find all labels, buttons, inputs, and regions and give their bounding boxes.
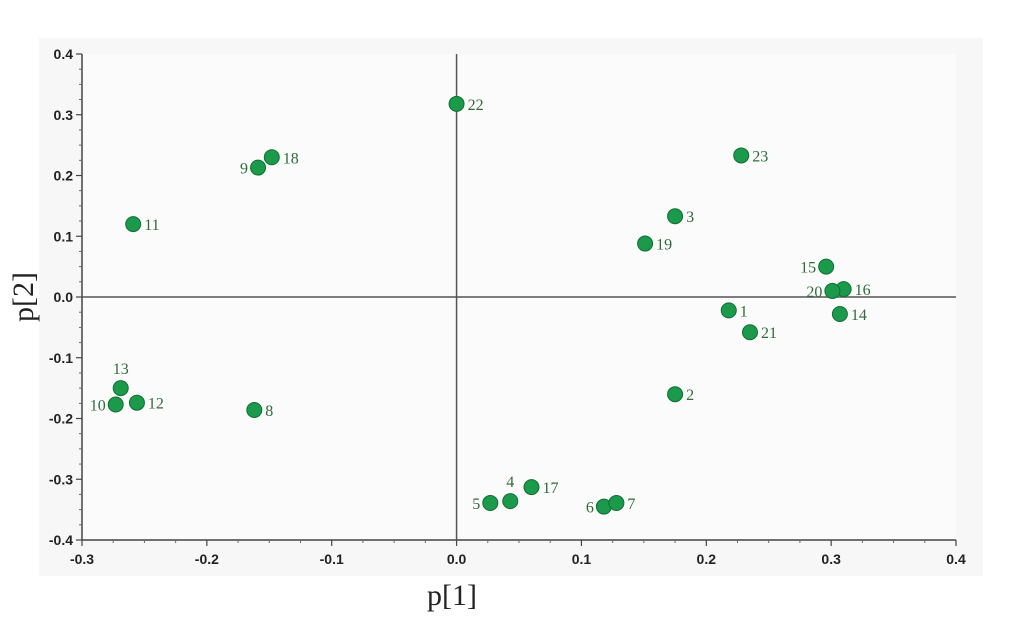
data-point xyxy=(831,306,848,323)
point-label: 20 xyxy=(806,284,822,301)
x-tick-label: -0.3 xyxy=(70,551,94,567)
data-point xyxy=(824,282,841,299)
x-tick-label: -0.1 xyxy=(320,551,344,567)
point-label: 15 xyxy=(800,260,816,277)
x-tick-label: -0.2 xyxy=(195,551,219,567)
data-point xyxy=(448,95,465,112)
point-label: 14 xyxy=(851,307,867,324)
data-point xyxy=(502,493,519,510)
point-label: 17 xyxy=(542,480,558,497)
data-point xyxy=(741,324,758,341)
y-tick-label: 0.2 xyxy=(54,168,74,184)
y-tick-label: -0.2 xyxy=(49,411,73,427)
data-point xyxy=(523,479,540,496)
point-label: 2 xyxy=(686,387,694,404)
y-tick-label: -0.1 xyxy=(49,350,73,366)
data-point xyxy=(482,494,499,511)
point-label: 16 xyxy=(855,282,871,299)
y-tick-label: 0.4 xyxy=(54,46,74,62)
data-point xyxy=(608,494,625,511)
y-tick-label: -0.4 xyxy=(49,532,73,548)
data-point xyxy=(720,302,737,319)
point-label: 12 xyxy=(148,396,164,413)
point-label: 11 xyxy=(144,217,159,234)
point-label: 7 xyxy=(627,496,635,513)
data-point xyxy=(263,149,280,166)
axes: -0.3 -0.2 -0.1 0.0 0.1 0.2 0.3 0.4 0.4 0.3 0.2 0.1 0… xyxy=(49,46,966,567)
x-tick-label: 0.1 xyxy=(572,551,592,567)
y-tick-label: 0.0 xyxy=(54,289,74,305)
point-label: 5 xyxy=(472,496,480,513)
y-tick-label: 0.3 xyxy=(54,107,74,123)
y-axis-title: p[2] xyxy=(7,272,40,322)
x-tick-label: 0.0 xyxy=(447,551,467,567)
data-point xyxy=(246,401,263,418)
point-label: 21 xyxy=(761,325,777,342)
point-label: 23 xyxy=(752,148,768,165)
y-tick-label: -0.3 xyxy=(49,471,73,487)
point-label: 4 xyxy=(506,474,514,491)
point-label: 19 xyxy=(656,237,672,254)
x-tick-label: 0.2 xyxy=(697,551,717,567)
point-label: 22 xyxy=(468,97,484,114)
point-label: 10 xyxy=(90,398,106,415)
x-axis-title: p[1] xyxy=(427,579,477,612)
point-label: 6 xyxy=(586,500,594,517)
data-point xyxy=(107,396,124,413)
x-tick-label: 0.3 xyxy=(821,551,841,567)
point-label: 1 xyxy=(740,303,748,320)
y-tick-label: 0.1 xyxy=(54,228,74,244)
data-point xyxy=(733,147,750,164)
data-point xyxy=(667,386,684,403)
data-point xyxy=(250,159,267,176)
x-tick-label: 0.4 xyxy=(946,551,966,567)
data-point xyxy=(128,394,145,411)
point-label: 3 xyxy=(686,209,694,226)
data-point xyxy=(637,235,654,252)
data-point xyxy=(667,208,684,225)
data-point xyxy=(818,258,835,275)
point-label: 13 xyxy=(113,361,129,378)
data-point xyxy=(112,380,129,397)
data-point xyxy=(125,216,142,233)
point-label: 8 xyxy=(265,403,273,420)
point-label: 18 xyxy=(283,150,299,167)
point-label: 9 xyxy=(240,161,248,178)
